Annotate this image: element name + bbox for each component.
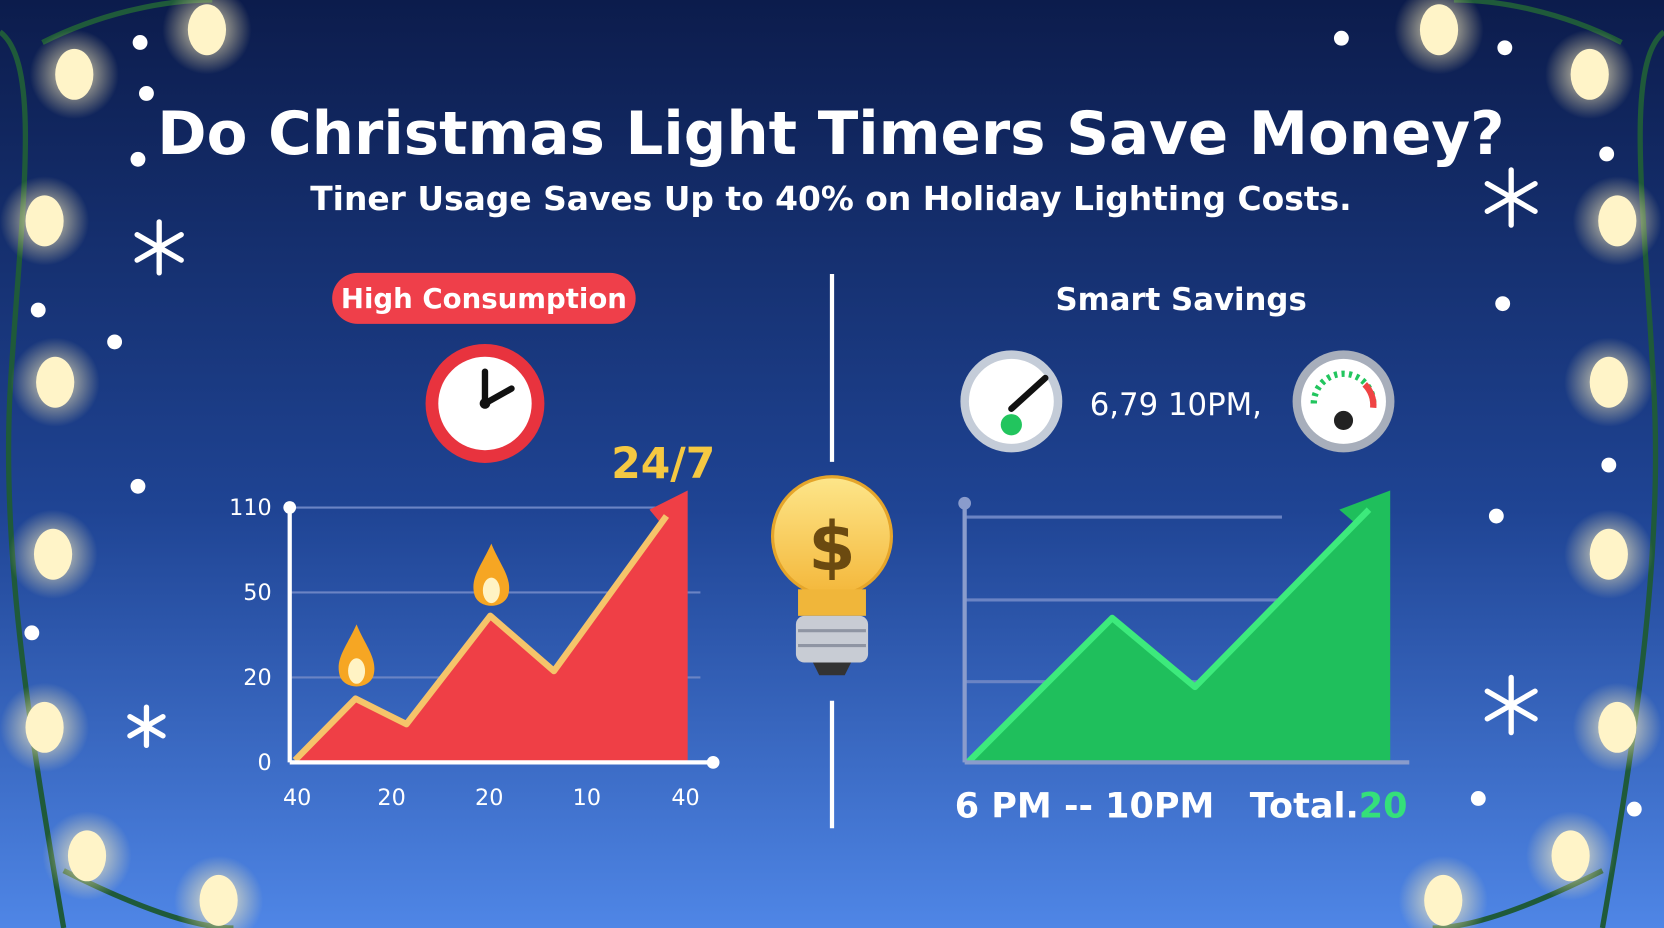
light-bulb	[67, 830, 107, 882]
y-axis-label: 20	[243, 665, 271, 691]
light-bulb	[1424, 874, 1463, 926]
snow-dot	[1333, 30, 1349, 46]
lightbulb-icon: $	[770, 475, 894, 676]
snow-dot	[1626, 801, 1642, 817]
right-chart	[958, 490, 1410, 765]
heading: Smart Savings	[1056, 282, 1307, 318]
light-bulb	[1570, 48, 1609, 100]
snow-dot	[1599, 146, 1615, 162]
light-bulb	[187, 4, 227, 56]
light-bulb	[33, 528, 73, 580]
snowflake	[1484, 181, 1538, 214]
total: Total.20	[1250, 786, 1408, 827]
snow-dot	[107, 334, 123, 350]
highlight: 24/7	[611, 440, 715, 489]
snow-dot	[132, 35, 148, 50]
y-axis-label: 110	[229, 495, 272, 521]
light-bulb	[55, 48, 94, 100]
x-axis-label: 20	[377, 785, 405, 811]
snow-dot	[1495, 296, 1511, 312]
gauge-icon	[960, 350, 1063, 453]
left-chart	[283, 490, 720, 769]
light-bulb	[1589, 356, 1628, 408]
x-axis-label: 40	[283, 785, 311, 811]
x-axis-label: 40	[671, 785, 699, 811]
snowflake	[134, 231, 184, 263]
x-axis-label: 10	[573, 785, 601, 811]
light-bulb	[199, 874, 238, 926]
badge-text: High Consumption	[341, 282, 627, 315]
snowflake	[1484, 688, 1538, 722]
y-axis-label: 0	[257, 750, 271, 776]
snow	[24, 30, 1642, 817]
light-bulb	[1589, 528, 1628, 580]
total-label: Total.	[1250, 786, 1359, 827]
x-axis-label: 20	[475, 785, 503, 811]
light-bulb	[25, 195, 64, 247]
light-bulb	[36, 356, 75, 408]
snow-dot	[24, 625, 40, 641]
snow-dot	[1488, 508, 1504, 524]
light-bulb	[1419, 4, 1459, 56]
title: Do Christmas Light Timers Save Money?	[157, 100, 1504, 169]
light-bulb	[1551, 830, 1590, 882]
snow-dot	[30, 302, 46, 318]
light-bulb	[1598, 195, 1637, 247]
snow-dot	[130, 478, 146, 494]
snow-dot	[139, 86, 154, 101]
total-value: 20	[1359, 786, 1408, 827]
snow-dot	[1601, 457, 1617, 473]
badge	[332, 272, 636, 324]
light-bulb	[25, 701, 64, 753]
y-axis-label: 50	[243, 580, 271, 606]
snow-dot	[1497, 40, 1513, 56]
snowflake	[127, 714, 166, 739]
svg-text:$: $	[808, 508, 855, 587]
snow-dot	[1470, 791, 1486, 806]
gauge-label: 6,79 10PM,	[1090, 387, 1262, 423]
clock-icon	[425, 344, 545, 463]
snow-dot	[130, 151, 146, 167]
gauge-icon	[1292, 350, 1395, 453]
subtitle: Tiner Usage Saves Up to 40% on Holiday L…	[310, 179, 1351, 218]
light-bulb	[1598, 701, 1637, 753]
time-range: 6 PM -- 10PM	[955, 786, 1215, 827]
